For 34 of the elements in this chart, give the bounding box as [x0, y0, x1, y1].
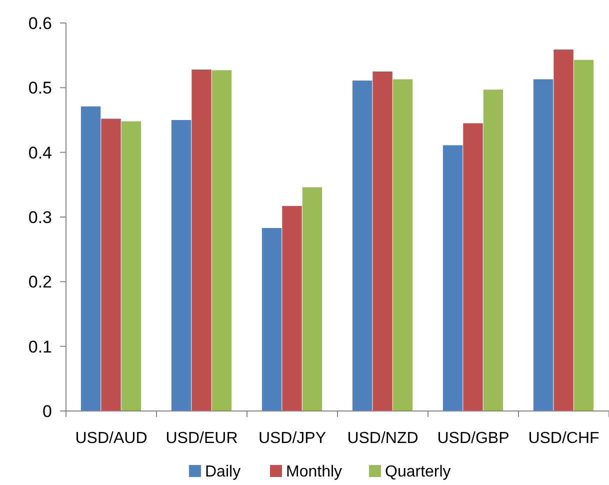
x-tick-label: USD/GBP — [437, 430, 510, 447]
x-tick-label: USD/CHF — [528, 430, 600, 447]
bar — [574, 60, 594, 411]
y-tick-label: 0.3 — [28, 208, 52, 227]
bar — [554, 50, 574, 411]
bar — [192, 70, 212, 411]
y-tick-label: 0.4 — [28, 143, 52, 162]
bar — [483, 90, 504, 411]
legend-label: Monthly — [286, 464, 342, 480]
bar — [171, 120, 192, 411]
x-tick-label: USD/JPY — [258, 430, 326, 447]
x-tick-label: USD/NZD — [347, 430, 418, 447]
bar — [282, 206, 302, 411]
y-tick-label: 0.6 — [28, 14, 52, 33]
bar — [101, 118, 121, 411]
y-tick-label: 0.1 — [28, 337, 52, 356]
legend-label: Quarterly — [385, 464, 451, 480]
bar — [121, 121, 142, 411]
bar — [262, 228, 282, 411]
bar — [442, 145, 463, 411]
bar — [80, 106, 101, 411]
x-tick-label: USD/AUD — [75, 430, 148, 447]
x-tick-label: USD/EUR — [166, 430, 238, 447]
bar — [302, 187, 322, 411]
bar — [372, 72, 392, 411]
bar — [212, 70, 232, 411]
y-tick-label: 0.2 — [28, 272, 52, 292]
bar — [392, 79, 413, 411]
y-tick-label: 0.5 — [28, 78, 52, 98]
bar — [533, 79, 554, 411]
legend-label: Daily — [205, 464, 241, 480]
bar — [352, 80, 372, 411]
bar — [463, 123, 483, 411]
y-tick-label: 0 — [42, 402, 52, 421]
